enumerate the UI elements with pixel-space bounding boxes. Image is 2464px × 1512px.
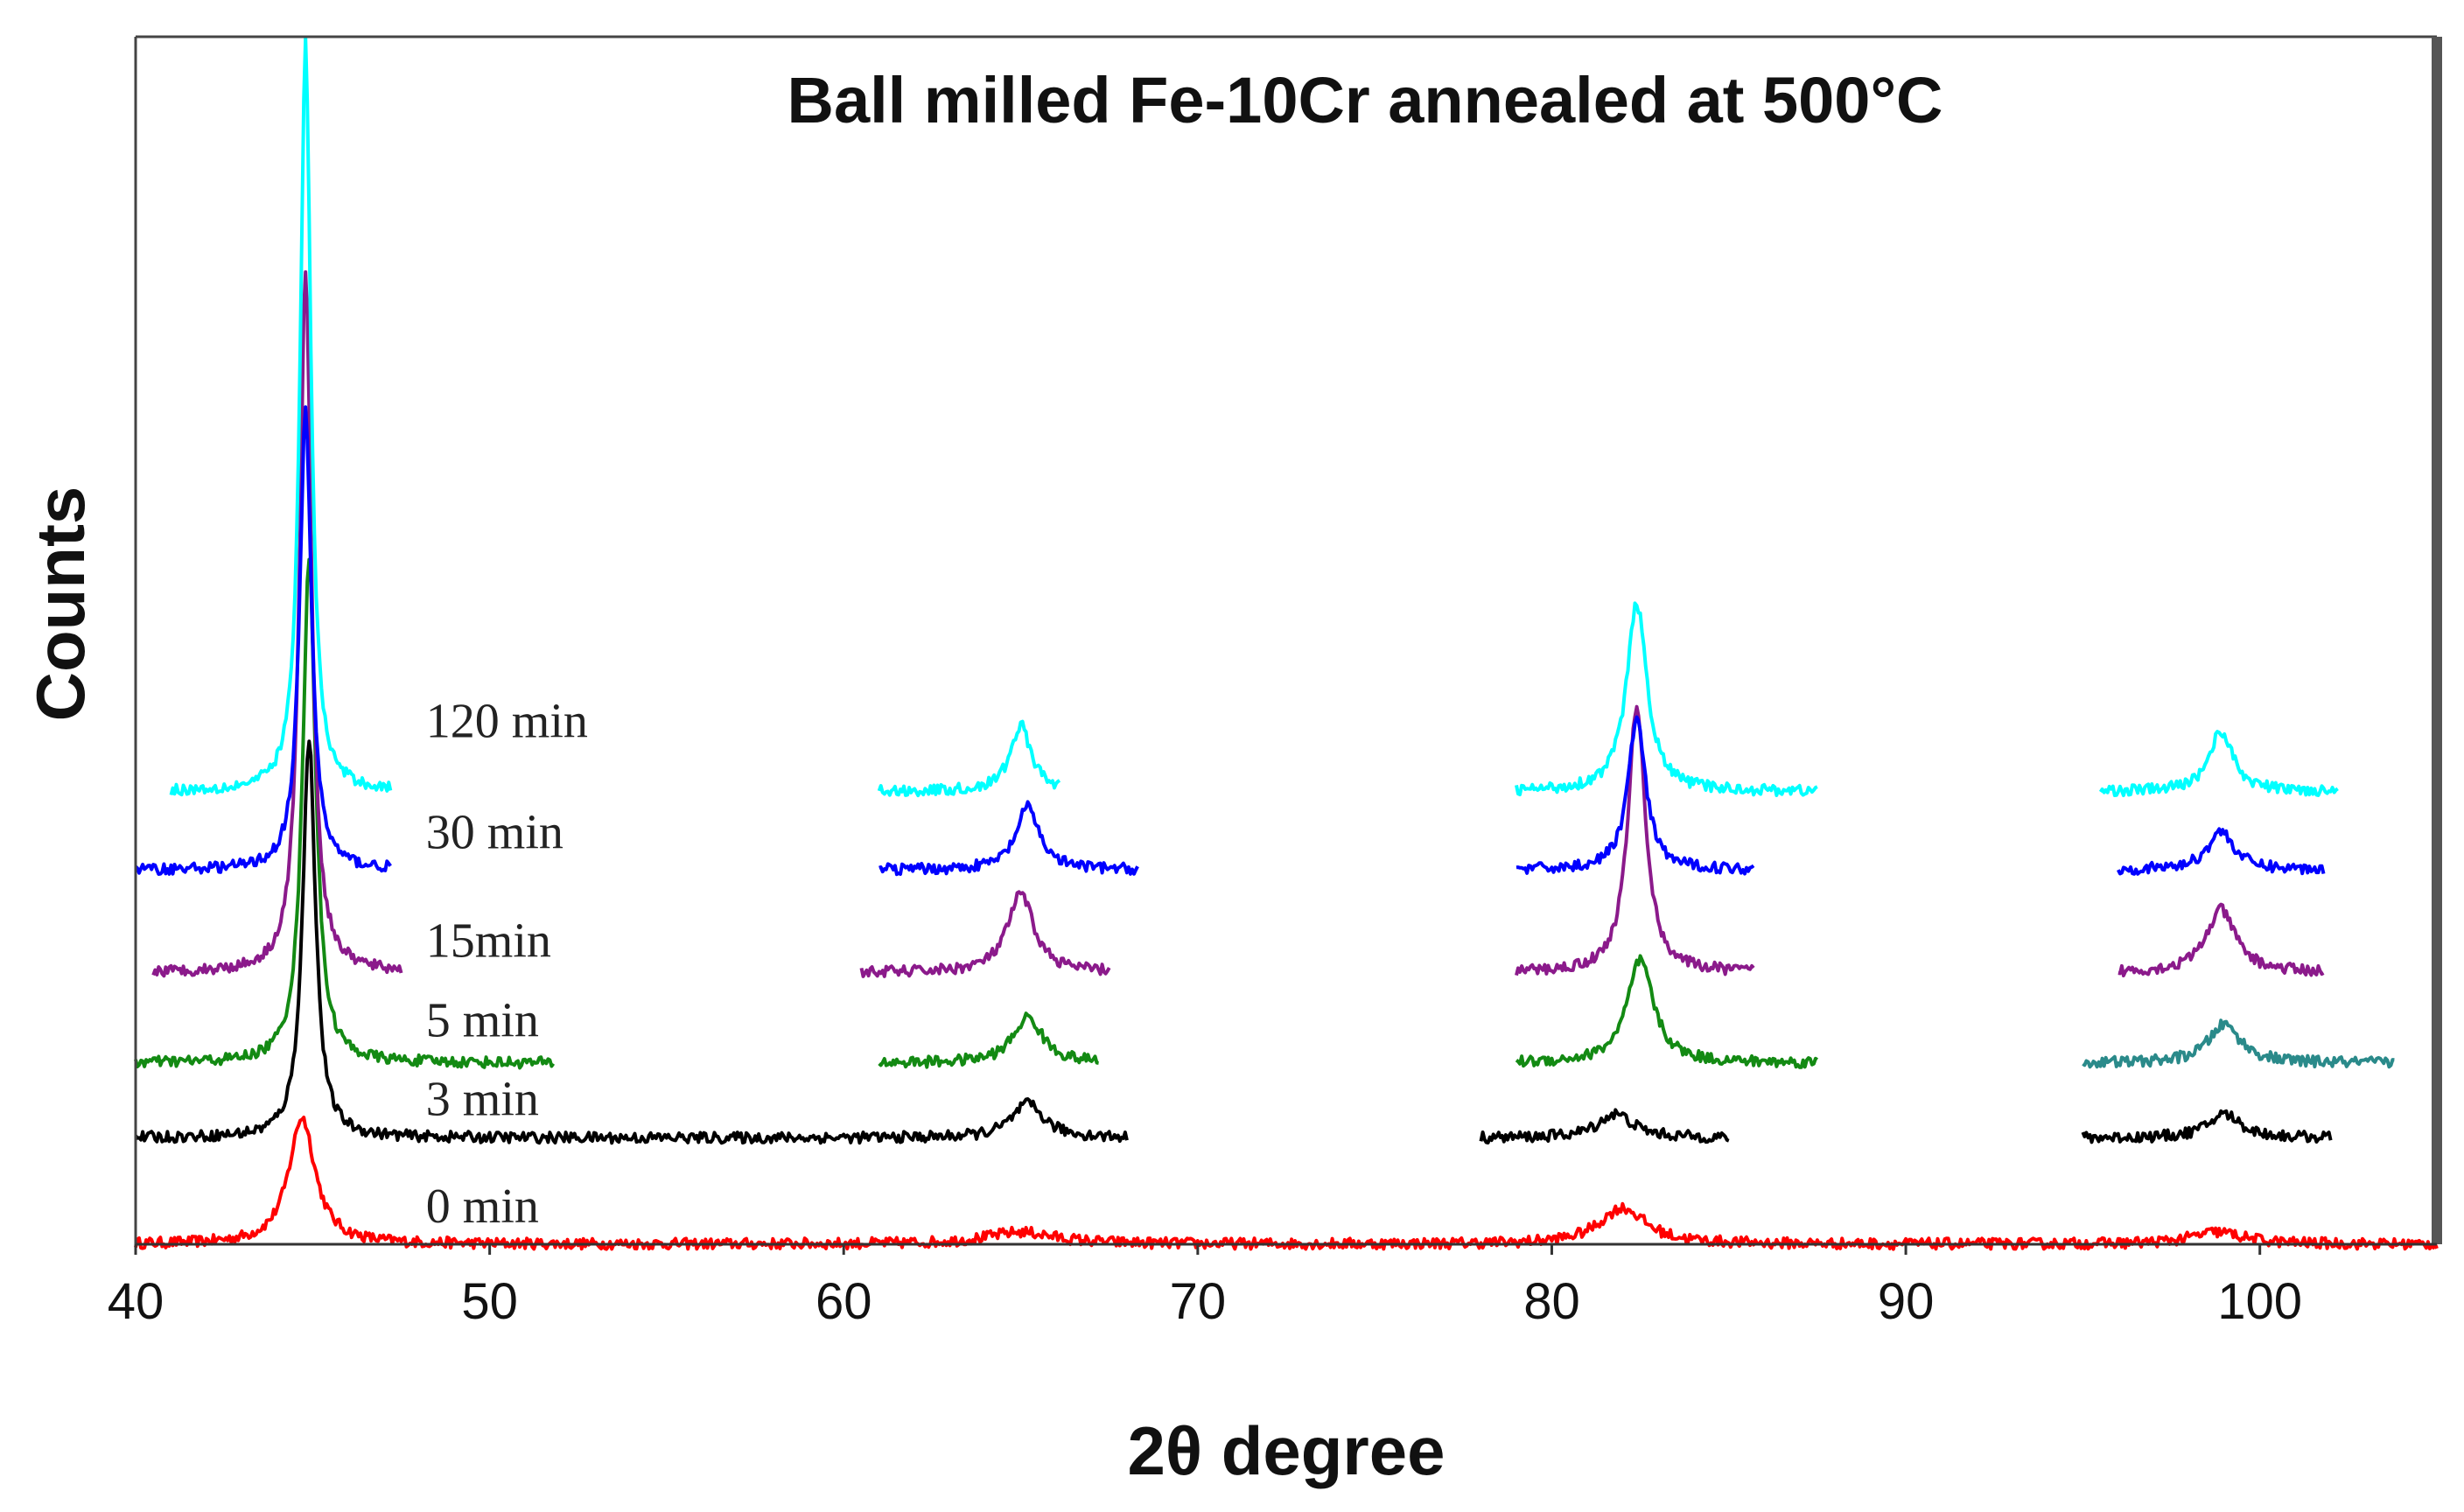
chart-title: Ball milled Fe-10Cr annealed at 500°C bbox=[788, 64, 1943, 136]
series-5-min bbox=[134, 557, 1818, 1070]
series-label: 5 min bbox=[426, 994, 539, 1048]
series-120-min bbox=[169, 36, 2339, 798]
series-label: 30 min bbox=[426, 805, 564, 859]
trace-segment bbox=[169, 36, 393, 797]
trace-segment bbox=[878, 800, 1139, 877]
x-axis-label: 2θ degree bbox=[1128, 1412, 1446, 1489]
x-tick-label: 100 bbox=[2217, 1273, 2302, 1330]
x-tick-label: 70 bbox=[1170, 1273, 1227, 1330]
series-label: 120 min bbox=[426, 694, 588, 748]
trace-segment bbox=[2098, 730, 2339, 797]
trace-segment bbox=[2118, 902, 2325, 977]
trace-segment bbox=[859, 890, 1111, 978]
y-axis-label: Counts bbox=[22, 486, 99, 722]
series-3-min bbox=[134, 739, 2333, 1145]
trace-segment bbox=[2082, 1018, 2395, 1069]
series-30-min bbox=[134, 405, 2326, 877]
x-tick-label: 80 bbox=[1523, 1273, 1580, 1330]
series-15min bbox=[151, 270, 2325, 978]
trace-segment bbox=[2117, 827, 2326, 876]
trace-segment bbox=[134, 739, 1129, 1145]
x-tick-label: 60 bbox=[816, 1273, 872, 1330]
series-5-min-99 bbox=[2082, 1018, 2395, 1069]
trace-segment bbox=[1515, 601, 1818, 797]
series-labels: 120 min 30 min 15min 5 min 3 min 0 min bbox=[426, 694, 588, 1234]
trace-segment bbox=[134, 557, 556, 1070]
x-tick-label: 40 bbox=[108, 1273, 164, 1330]
x-tick-label: 50 bbox=[461, 1273, 518, 1330]
trace-segment bbox=[151, 270, 403, 978]
series-label: 0 min bbox=[426, 1180, 539, 1234]
x-axis-ticks: 40 50 60 70 80 90 100 bbox=[108, 1244, 2302, 1330]
trace-segment bbox=[1515, 704, 1755, 976]
trace-segment bbox=[1515, 954, 1818, 1069]
series-label: 15min bbox=[426, 914, 551, 969]
xrd-traces bbox=[134, 36, 2439, 1251]
plot-area bbox=[136, 37, 2437, 1244]
trace-segment bbox=[2081, 1109, 2333, 1144]
trace-segment bbox=[1479, 1108, 1730, 1144]
x-tick-label: 90 bbox=[1878, 1273, 1935, 1330]
trace-segment bbox=[134, 405, 392, 876]
trace-segment bbox=[877, 719, 1061, 798]
series-label: 3 min bbox=[426, 1072, 539, 1126]
trace-segment bbox=[878, 1012, 1099, 1069]
trace-segment bbox=[1516, 715, 1755, 876]
